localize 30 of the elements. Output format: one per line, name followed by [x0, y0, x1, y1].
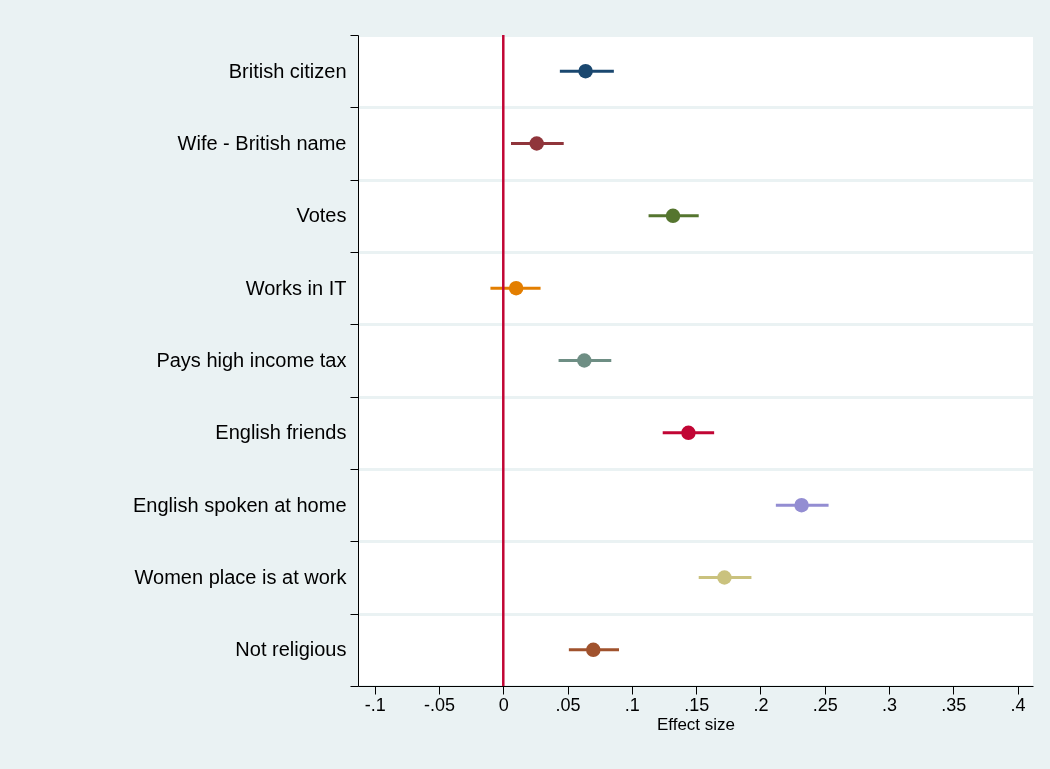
- point: [794, 497, 809, 513]
- x-tick-label: .05: [555, 694, 581, 715]
- y-tick-label: British citizen: [228, 59, 347, 82]
- point: [665, 208, 681, 224]
- y-tick-label: Not religious: [235, 638, 347, 661]
- x-axis-title: Effect size: [656, 714, 736, 734]
- y-tick-label: Works in IT: [245, 276, 347, 299]
- x-tick-label: .1: [624, 694, 640, 715]
- x-tick-label: .25: [812, 694, 838, 715]
- point: [529, 136, 544, 151]
- point: [717, 570, 732, 585]
- point: [578, 63, 593, 79]
- y-tick-label: Votes: [296, 204, 347, 227]
- x-tick-label: .3: [881, 694, 898, 715]
- y-tick-label: Women place is at work: [134, 566, 348, 588]
- x-tick-label: -.05: [423, 694, 456, 715]
- x-tick-label: .4: [1010, 694, 1026, 715]
- point: [586, 642, 601, 658]
- x-tick-label: 0: [498, 694, 509, 715]
- point: [508, 280, 524, 296]
- x-tick-label: .2: [753, 694, 769, 715]
- x-tick-label: -.1: [364, 694, 386, 715]
- point: [577, 353, 592, 368]
- x-tick-label: .15: [684, 694, 710, 715]
- y-tick-label: English friends: [215, 421, 347, 444]
- y-tick-label: Wife - British name: [177, 132, 347, 154]
- x-tick-label: .35: [941, 694, 967, 715]
- point: [681, 425, 696, 441]
- y-tick-label: English spoken at home: [133, 493, 347, 516]
- y-tick-label: Pays high income tax: [156, 349, 347, 371]
